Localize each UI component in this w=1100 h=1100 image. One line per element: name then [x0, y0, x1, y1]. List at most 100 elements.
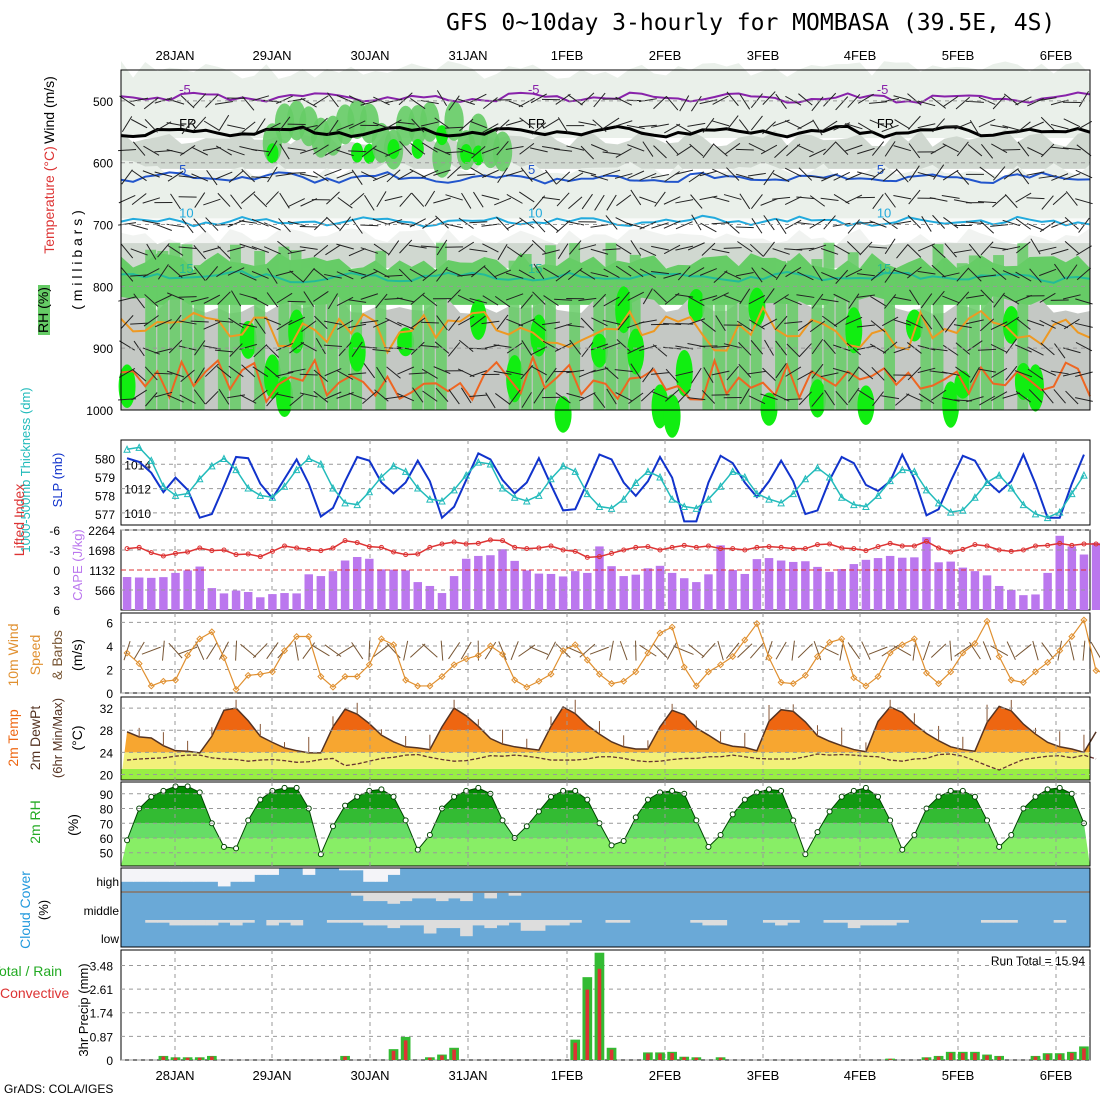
rh-moist-column	[968, 255, 980, 410]
thickness-point	[1080, 470, 1088, 479]
wind-barb	[178, 320, 197, 325]
wind-barb	[909, 289, 920, 306]
wind-barb	[519, 191, 535, 203]
lifted-index-point	[160, 553, 166, 559]
wind-barb	[748, 319, 765, 330]
wind-barb	[581, 193, 593, 210]
temp-axis-label: 2m Temp	[5, 709, 21, 767]
surface-wind-barb	[775, 641, 787, 660]
cape-bar	[280, 593, 289, 610]
cape-bar	[243, 591, 253, 610]
wind-barb	[396, 121, 415, 125]
cape-bar	[934, 562, 943, 610]
wind-barb	[702, 143, 715, 159]
precip-convective-bar	[185, 1057, 190, 1060]
wind-barb	[420, 245, 439, 248]
wind-barb	[1041, 195, 1054, 210]
wind-barb	[566, 145, 585, 151]
wind-barb	[630, 363, 642, 379]
cloud-gap	[193, 868, 207, 882]
precip-tick-label: 1.74	[90, 1007, 114, 1021]
wind-speed-point	[268, 668, 276, 676]
wind-barb	[287, 172, 306, 174]
thickness-point	[644, 467, 652, 475]
thickness-point	[1019, 500, 1028, 509]
wind-barb	[870, 343, 887, 354]
cape-bar	[776, 560, 786, 610]
thickness-point	[801, 474, 810, 483]
wind-barb	[336, 123, 354, 131]
date-label-bottom: 30JAN	[350, 1068, 389, 1083]
wind-barb	[193, 93, 207, 108]
wind-barb	[435, 387, 449, 402]
cloud-gap	[411, 893, 425, 899]
wind-barb	[687, 122, 706, 127]
wind-barb	[397, 366, 415, 375]
wind-barb	[471, 265, 486, 278]
wind-barb	[1075, 169, 1093, 179]
wind-barb	[1026, 319, 1045, 327]
wind-speed-point	[571, 641, 579, 649]
wind-barb	[470, 315, 486, 328]
rh2m-point	[414, 846, 421, 853]
wind-barb	[735, 148, 754, 151]
cloud-gap	[242, 868, 255, 882]
surface-wind-barb	[252, 643, 268, 659]
wind-barb	[711, 345, 730, 348]
cape-bar	[159, 577, 168, 610]
wind-barb	[542, 196, 560, 201]
cloud-gap	[278, 920, 292, 923]
lifted-index-point	[972, 542, 978, 548]
pressure-axis-label: ( m i l l i b a r s )	[69, 210, 85, 310]
lifted-index-point	[415, 551, 421, 557]
wind-barb	[701, 320, 716, 332]
cape-bar	[256, 597, 265, 610]
wind-barb	[567, 172, 584, 183]
wind-barb	[651, 123, 669, 128]
wind-barb	[797, 271, 814, 281]
wind-barb	[1076, 267, 1092, 281]
wind-speed-point	[450, 661, 458, 669]
rh2m-point	[971, 793, 978, 800]
thickness-point	[728, 467, 737, 475]
thickness-point	[353, 500, 362, 509]
wind-speed-point	[850, 674, 858, 682]
precip-convective-bar	[985, 1055, 989, 1060]
rh-moist-column	[423, 274, 435, 410]
wind-barb	[566, 221, 585, 226]
wind-barb	[893, 145, 912, 152]
wind-speed-point	[656, 629, 664, 637]
wind-barb	[242, 96, 255, 111]
cloud-gap	[145, 868, 158, 882]
precip-convective-bar	[973, 1053, 977, 1060]
wind-barb	[436, 315, 448, 331]
wind-barb	[325, 244, 341, 256]
wind-barb	[941, 194, 960, 199]
wind-barb	[301, 320, 317, 333]
wind-barb	[990, 246, 1009, 251]
cape-bar	[740, 573, 750, 610]
wind-barb	[410, 317, 426, 329]
wind-barb	[578, 244, 597, 250]
wind-barb	[289, 341, 305, 354]
cloud-gap	[375, 868, 388, 882]
lifted-index-point	[851, 546, 857, 552]
cloud-band-middle	[121, 893, 1090, 920]
rh2m-point	[741, 796, 748, 803]
upper-panel-frame	[120, 69, 1091, 411]
rh2m-axis-label: 2m RH	[27, 800, 43, 844]
rh2m-point	[329, 823, 336, 830]
wind-barb	[178, 246, 197, 249]
wind-barb	[1027, 368, 1044, 380]
precip-convective-bar	[403, 1040, 408, 1060]
wind-barb	[360, 100, 379, 106]
wind-speed-point	[971, 640, 979, 648]
wind-barb	[796, 247, 815, 251]
lifted-index-point	[730, 546, 736, 552]
wind-barb	[410, 97, 426, 110]
thickness-point	[147, 456, 156, 464]
wind-barb	[143, 145, 160, 156]
wind-barb	[154, 171, 173, 178]
wind-barb	[930, 389, 947, 401]
thickness-point	[777, 498, 785, 507]
